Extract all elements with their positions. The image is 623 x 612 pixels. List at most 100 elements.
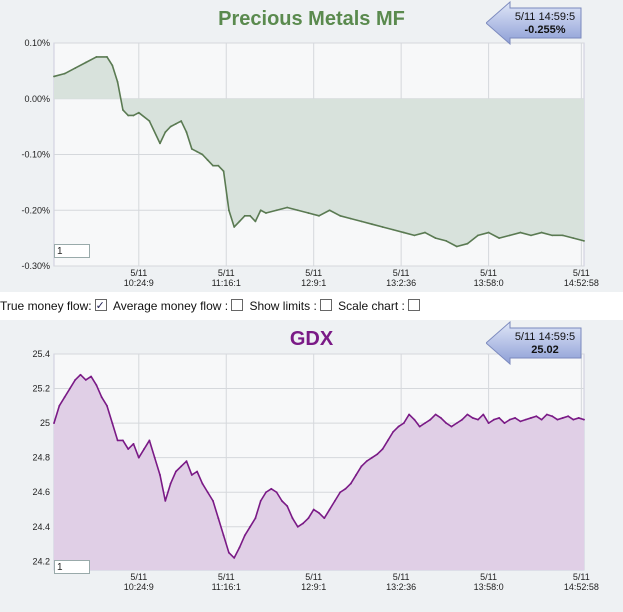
data-point (392, 430, 395, 433)
data-point (180, 120, 183, 122)
data-point (79, 373, 82, 376)
data-point (355, 474, 357, 476)
data-point (583, 418, 585, 421)
chart-title: Precious Metals MF (218, 8, 405, 30)
data-point (116, 81, 119, 83)
data-point (243, 534, 246, 537)
data-point (344, 487, 347, 490)
data-point (122, 439, 124, 442)
data-point (312, 508, 315, 511)
x-tick-date: 5/11 (393, 268, 410, 278)
data-point (365, 460, 368, 463)
data-point (328, 508, 331, 511)
average-money-flow-checkbox[interactable] (231, 299, 244, 311)
data-point (53, 75, 55, 78)
data-point (90, 375, 92, 378)
data-point (524, 418, 527, 421)
area-fill (54, 374, 584, 570)
data-point (196, 150, 199, 153)
y-tick-label: 24.2 (32, 556, 50, 566)
x-tick-time: 11:16:1 (212, 582, 241, 592)
show-limits-control[interactable]: Show limits : (249, 296, 332, 316)
x-tick-date: 5/11 (480, 572, 497, 582)
data-point (74, 379, 77, 381)
data-point (185, 460, 188, 463)
x-tick-date: 5/11 (305, 572, 322, 582)
true-money-flow-control[interactable]: True money flow: (0, 296, 107, 316)
data-point (286, 206, 289, 209)
data-point (577, 417, 580, 419)
data-point (233, 226, 236, 228)
data-point (371, 456, 373, 459)
x-tick-time: 12:9:1 (301, 278, 326, 288)
data-point (402, 231, 405, 234)
data-point (392, 228, 395, 231)
data-point (503, 422, 506, 425)
left-arrow-icon (486, 1, 582, 45)
data-point (461, 418, 463, 421)
data-point (196, 470, 199, 473)
data-point (74, 67, 77, 69)
true-money-flow-checkbox[interactable] (94, 296, 107, 316)
x-tick-date: 5/11 (130, 268, 147, 278)
data-point (153, 456, 156, 459)
show-limits-checkbox[interactable] (319, 299, 332, 311)
chart-controls: True money flow: Average money flow : Sh… (0, 296, 623, 316)
average-money-flow-control[interactable]: Average money flow : (113, 296, 244, 316)
data-point (583, 240, 585, 242)
data-point (201, 482, 204, 485)
data-point (259, 209, 262, 212)
data-point (572, 237, 575, 240)
data-point (424, 422, 426, 425)
data-point (424, 231, 426, 234)
data-point (540, 418, 543, 421)
data-point (159, 142, 161, 145)
data-point (455, 422, 458, 425)
data-point (185, 131, 188, 134)
data-point (201, 153, 204, 156)
data-point (561, 234, 564, 237)
level-input[interactable]: 1 (54, 244, 90, 258)
data-point (307, 212, 310, 214)
x-tick-date: 5/11 (130, 572, 147, 582)
y-tick-label: 25 (40, 418, 50, 428)
data-point (334, 499, 336, 502)
data-point (360, 465, 363, 468)
y-tick-label: 24.6 (32, 487, 50, 497)
data-point (265, 212, 267, 214)
data-point (381, 226, 384, 228)
scale-chart-control[interactable]: Scale chart : (338, 296, 420, 316)
scale-chart-checkbox[interactable] (407, 299, 420, 311)
data-point (445, 240, 448, 242)
data-point (58, 404, 61, 407)
data-point (206, 159, 209, 161)
data-point (190, 474, 193, 476)
level-input[interactable]: 1 (54, 560, 90, 574)
data-point (281, 499, 283, 502)
data-point (530, 234, 532, 237)
data-point (376, 453, 379, 456)
data-point (106, 404, 108, 407)
data-point (228, 551, 230, 554)
callout-value: -0.255% (524, 24, 566, 36)
data-point (445, 422, 448, 425)
data-point (487, 231, 490, 234)
x-tick-time: 12:9:1 (301, 582, 326, 592)
data-point (254, 220, 257, 223)
data-point (84, 61, 87, 64)
data-point (222, 170, 225, 173)
data-point (228, 209, 230, 212)
data-point (111, 64, 114, 67)
data-point (127, 448, 130, 450)
callout-time: 5/11 14:59:5 (514, 331, 576, 343)
data-point (360, 220, 363, 223)
data-point (408, 413, 410, 416)
y-tick-label: 25.4 (32, 349, 50, 359)
data-point (286, 505, 289, 507)
data-point (238, 220, 241, 223)
y-tick-label: 25.2 (32, 384, 50, 394)
data-point (206, 491, 209, 494)
data-point (180, 465, 183, 468)
y-tick-label: 0.10% (24, 38, 50, 48)
data-point (498, 237, 501, 240)
